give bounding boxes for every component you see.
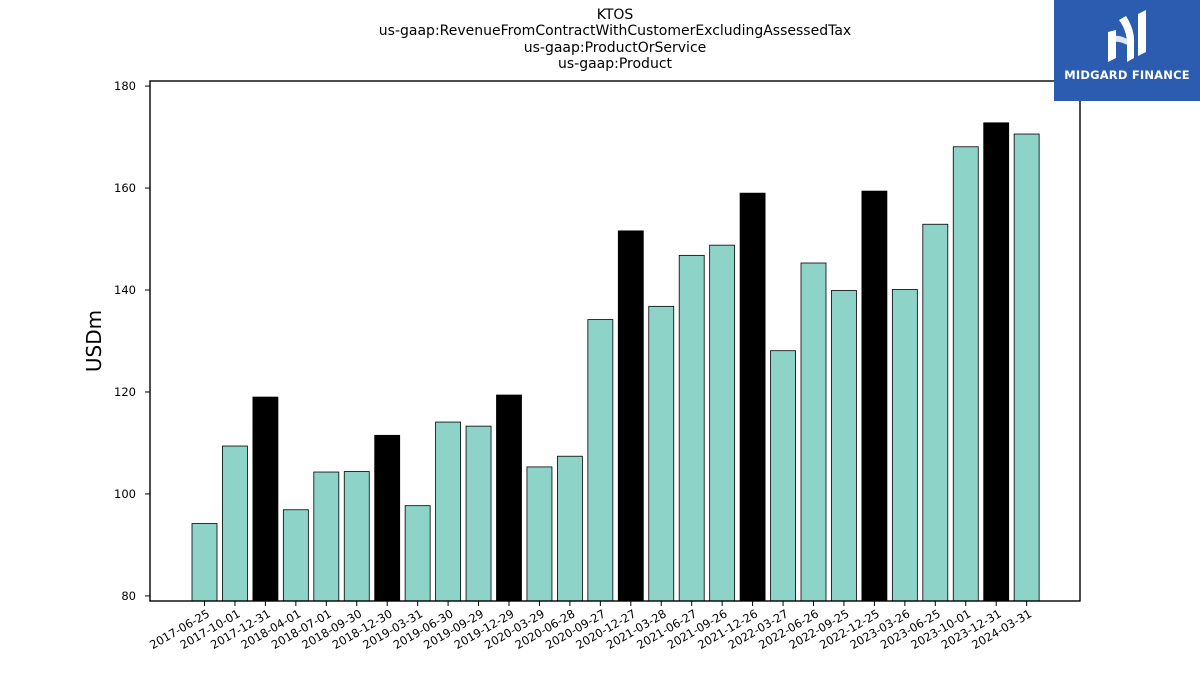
bar bbox=[526, 466, 553, 602]
title-line-member: us-gaap:Product bbox=[557, 56, 673, 73]
bar bbox=[709, 244, 736, 602]
bar bbox=[343, 471, 370, 602]
bar bbox=[891, 289, 918, 602]
bar bbox=[922, 223, 949, 602]
bar bbox=[313, 471, 340, 602]
bar bbox=[617, 230, 644, 602]
bar bbox=[952, 146, 979, 602]
bar bbox=[374, 434, 401, 602]
bar bbox=[648, 305, 675, 602]
midgard-finance-logo: MIDGARD FINANCE bbox=[1054, 0, 1200, 101]
y-axis-label: USDm bbox=[82, 310, 106, 372]
bar bbox=[222, 445, 248, 602]
chart-title: KTOS us-gaap:RevenueFromContractWithCust… bbox=[115, 7, 1115, 73]
bar bbox=[252, 396, 279, 602]
y-tick-label: 100 bbox=[114, 487, 136, 501]
title-line-ticker: KTOS bbox=[596, 7, 634, 23]
y-tick-label: 160 bbox=[114, 181, 136, 195]
bar bbox=[831, 290, 857, 602]
bar bbox=[983, 122, 1010, 602]
bar bbox=[191, 523, 218, 602]
title-line-concept: us-gaap:RevenueFromContractWithCustomerE… bbox=[378, 23, 852, 40]
bar bbox=[557, 455, 583, 602]
bar bbox=[587, 319, 614, 602]
bar bbox=[861, 190, 888, 602]
bar bbox=[404, 505, 431, 602]
y-tick-label: 140 bbox=[114, 283, 136, 297]
bar bbox=[800, 262, 827, 602]
bar bbox=[1013, 133, 1040, 602]
y-tick-label: 180 bbox=[114, 79, 136, 93]
y-tick-label: 120 bbox=[114, 385, 136, 399]
bar bbox=[739, 192, 766, 602]
title-line-axis: us-gaap:ProductOrService bbox=[523, 39, 707, 56]
bar bbox=[282, 509, 309, 602]
bar bbox=[465, 425, 492, 602]
logo-text: MIDGARD FINANCE bbox=[1064, 68, 1190, 82]
bar bbox=[770, 350, 796, 602]
bar bbox=[678, 254, 705, 602]
bar bbox=[496, 394, 522, 602]
midgard-logo-icon bbox=[1108, 10, 1146, 62]
bar bbox=[435, 421, 462, 602]
y-tick-label: 80 bbox=[121, 589, 136, 603]
plot-frame bbox=[149, 80, 1081, 602]
